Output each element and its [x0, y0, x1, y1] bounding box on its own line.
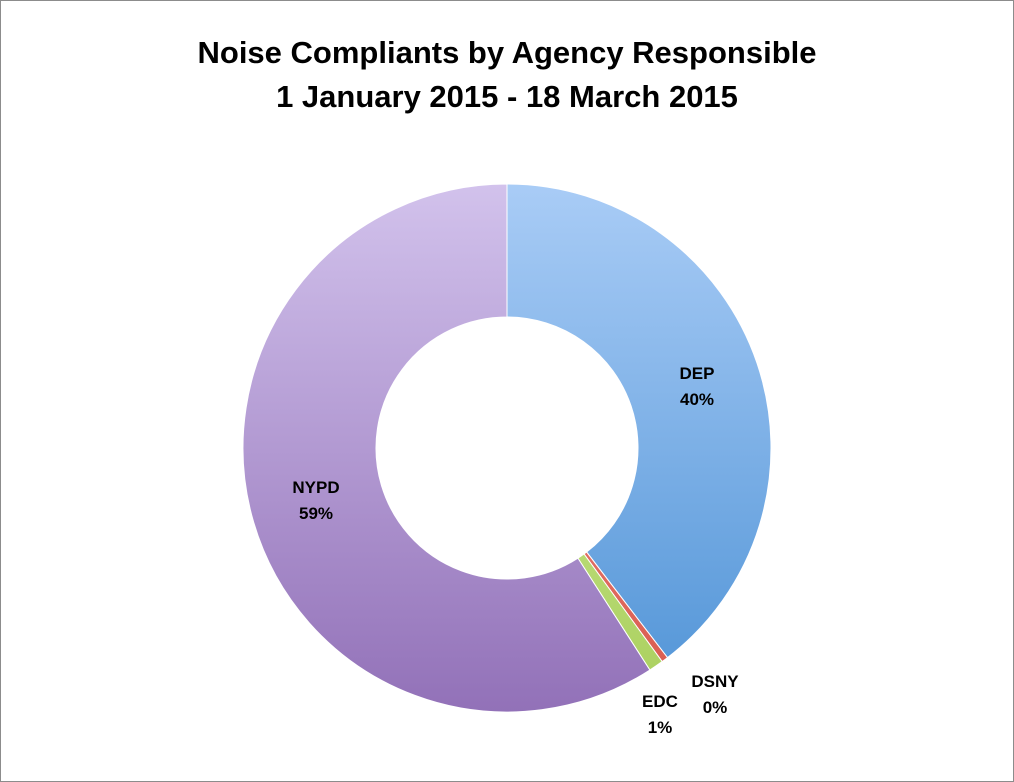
slice-label-percent: 40% — [680, 390, 714, 409]
slice-label-percent: 59% — [299, 504, 333, 523]
slice-label-name: EDC — [642, 692, 678, 711]
donut-slices — [242, 183, 772, 713]
slice-label-name: DSNY — [691, 672, 739, 691]
slice-label-name: NYPD — [292, 478, 339, 497]
slice-label-edc: EDC 1% — [642, 692, 678, 737]
slice-labels: DEP 40% DSNY 0% EDC 1% NYPD 59% — [292, 364, 739, 737]
slice-label-dsny: DSNY 0% — [691, 672, 739, 717]
chart-subtitle: 1 January 2015 - 18 March 2015 — [276, 79, 738, 114]
slice-label-percent: 0% — [703, 698, 728, 717]
slice-nypd — [242, 183, 651, 713]
slice-label-name: DEP — [680, 364, 715, 383]
slice-label-percent: 1% — [648, 718, 673, 737]
chart-title: Noise Compliants by Agency Responsible — [197, 35, 817, 70]
slice-label-nypd: NYPD 59% — [292, 478, 339, 523]
chart-title-block: Noise Compliants by Agency Responsible 1… — [1, 31, 1013, 119]
slice-label-dep: DEP 40% — [680, 364, 715, 409]
slice-dep — [506, 183, 772, 659]
